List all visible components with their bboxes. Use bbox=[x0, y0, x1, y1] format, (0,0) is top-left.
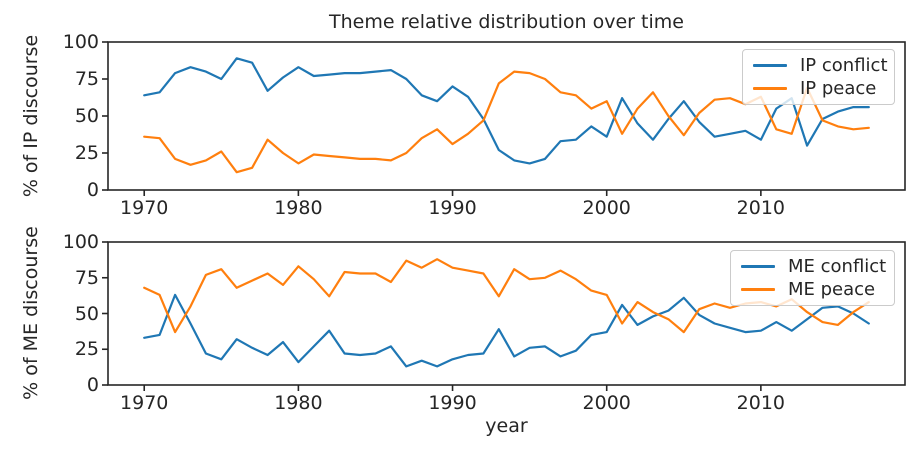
x-tick-label: 1990 bbox=[428, 392, 477, 414]
x-tick-label: 2010 bbox=[736, 197, 786, 219]
y-tick-label: 50 bbox=[74, 302, 99, 325]
legend-label: ME conflict bbox=[788, 256, 887, 277]
legend-bottom: ME conflict ME peace bbox=[730, 250, 895, 306]
chart-title: Theme relative distribution over time bbox=[329, 11, 684, 33]
legend-label: IP peace bbox=[800, 78, 877, 99]
y-tick-label: 50 bbox=[74, 105, 99, 127]
x-tick-label: 2010 bbox=[736, 392, 786, 414]
line-me-conflict bbox=[143, 293, 870, 368]
line-ip-conflict bbox=[143, 57, 870, 165]
legend-item: ME peace bbox=[741, 279, 884, 300]
legend-item: IP peace bbox=[753, 78, 884, 99]
y-tick-label: 25 bbox=[74, 338, 99, 361]
x-tick-label: 1990 bbox=[428, 197, 477, 219]
y-tick-label: 75 bbox=[74, 68, 99, 90]
x-tick-label: 1970 bbox=[120, 392, 169, 414]
legend-top: IP conflict IP peace bbox=[742, 49, 895, 105]
legend-line-sample-peace bbox=[753, 87, 787, 90]
legend-line-sample-conflict bbox=[741, 265, 775, 268]
y-tick-label: 0 bbox=[86, 179, 99, 201]
legend-label: ME peace bbox=[788, 279, 876, 300]
x-tick-label: 1970 bbox=[120, 197, 169, 219]
x-tick-label: 2000 bbox=[582, 197, 631, 219]
x-tick-label: 2000 bbox=[582, 392, 631, 414]
legend-line-sample-conflict bbox=[753, 64, 787, 67]
legend-line-sample-peace bbox=[741, 288, 775, 291]
legend-label: IP conflict bbox=[800, 55, 888, 76]
x-axis-label: year bbox=[485, 415, 528, 437]
y-tick-label: 100 bbox=[62, 31, 99, 53]
legend-item: ME conflict bbox=[741, 256, 887, 277]
legend-item: IP conflict bbox=[753, 55, 888, 76]
y-tick-label: 100 bbox=[62, 231, 99, 253]
x-tick-label: 1980 bbox=[274, 392, 323, 414]
y-tick-label: 0 bbox=[86, 374, 99, 396]
x-tick-label: 1980 bbox=[274, 197, 323, 219]
y-tick-label: 25 bbox=[74, 142, 99, 164]
y-tick-label: 75 bbox=[74, 266, 99, 289]
